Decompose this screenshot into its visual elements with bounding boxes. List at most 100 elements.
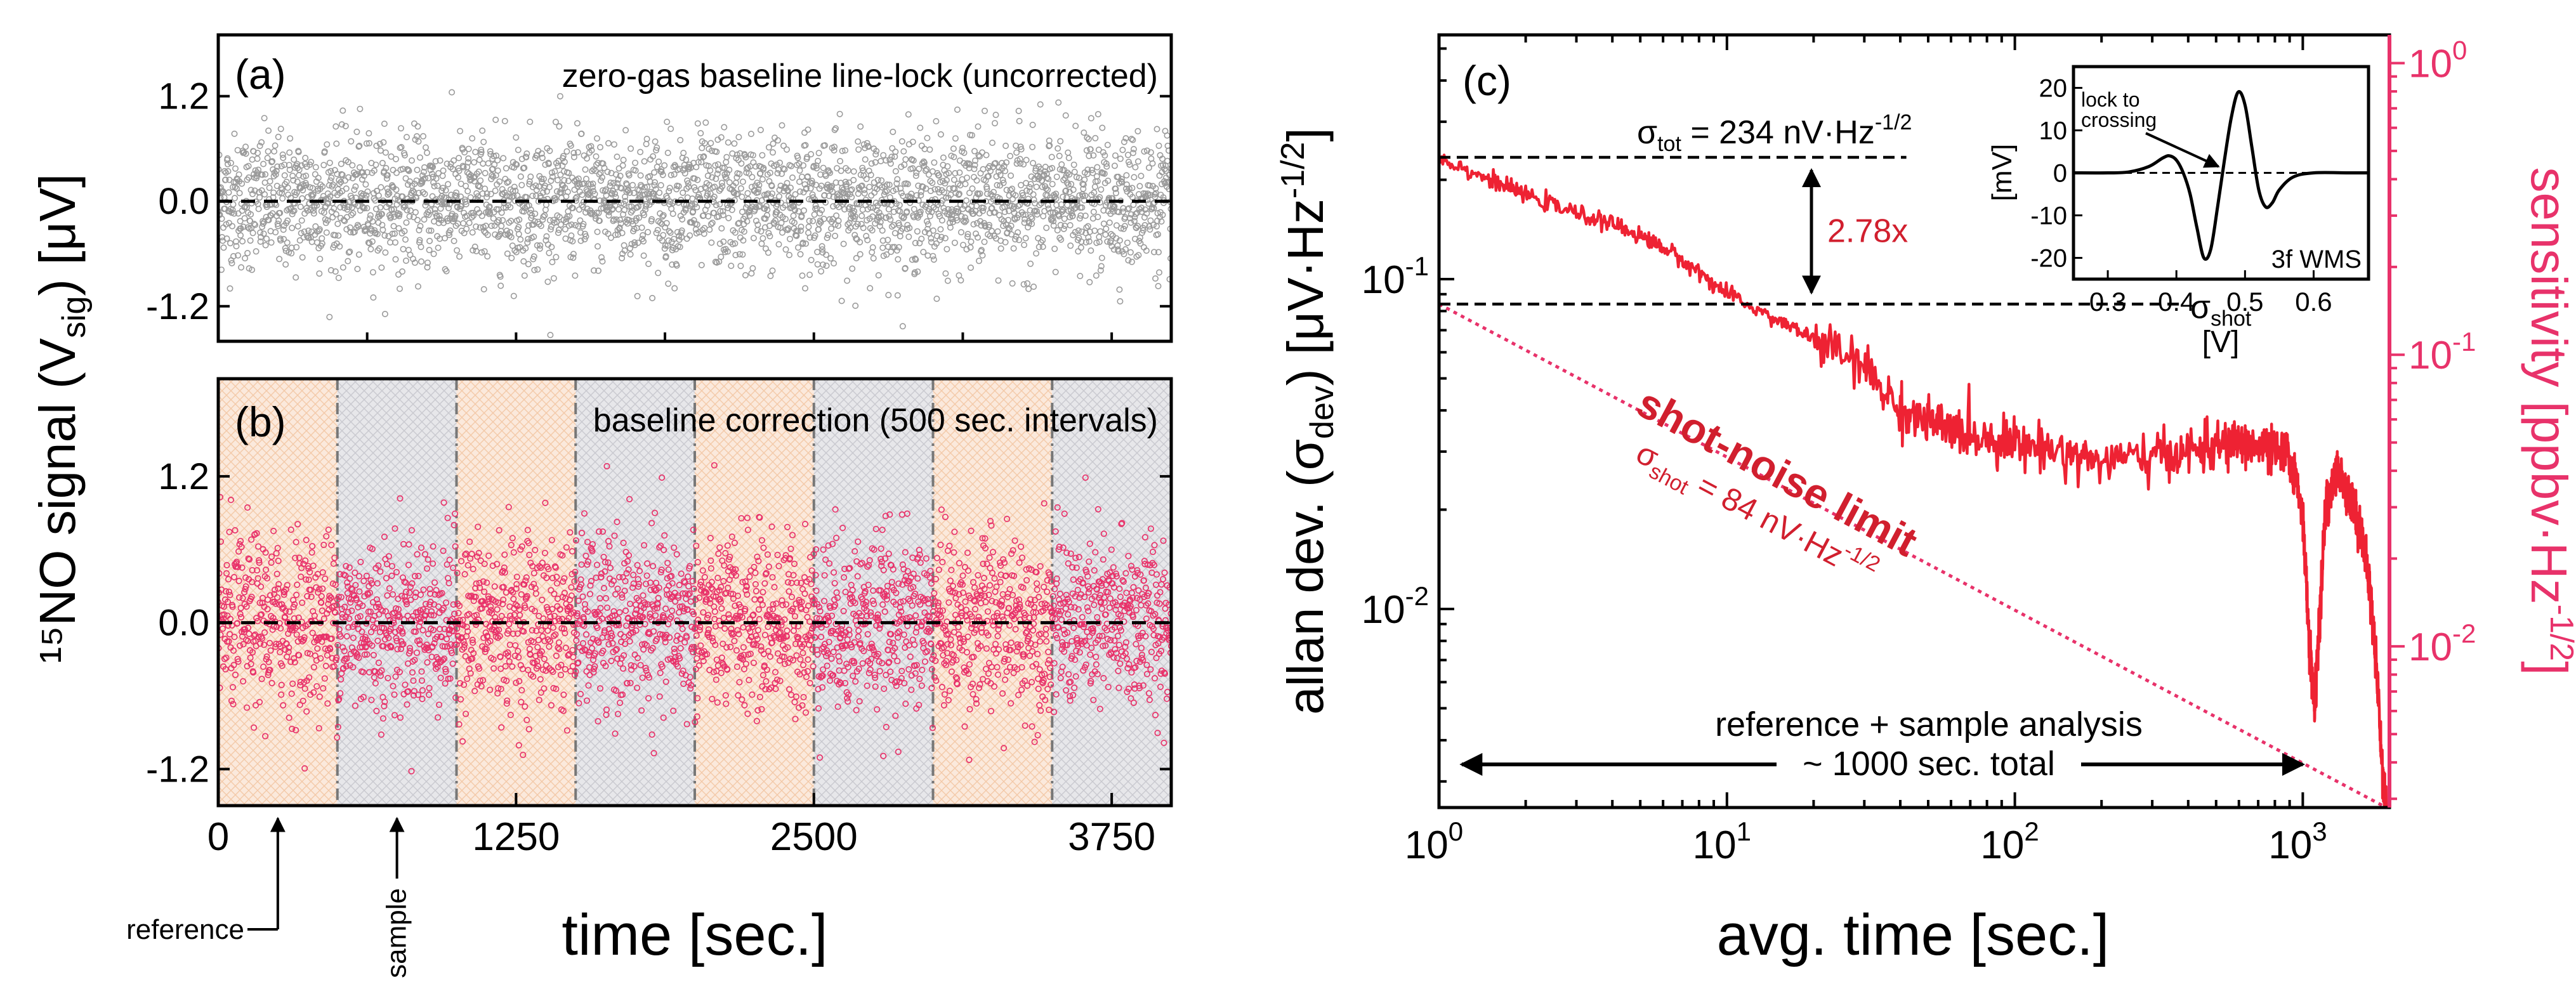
panel-a-point bbox=[968, 264, 975, 271]
panel-a-point bbox=[524, 239, 531, 246]
panel-a-point bbox=[765, 249, 772, 256]
panel-b-point bbox=[391, 629, 399, 636]
panel-b-point bbox=[656, 693, 663, 700]
panel-a-point bbox=[412, 136, 419, 143]
panel-a-point bbox=[704, 202, 711, 209]
panel-b-point bbox=[530, 673, 537, 680]
panel-a-point bbox=[890, 208, 897, 215]
panel-b-point bbox=[348, 607, 355, 614]
panel-a-point bbox=[1119, 208, 1126, 215]
panel-a-point bbox=[949, 218, 956, 225]
panel-b-point bbox=[548, 587, 555, 594]
panel-a-point bbox=[274, 163, 281, 170]
panel-a-point bbox=[877, 219, 884, 226]
panel-a-point bbox=[800, 162, 807, 169]
panel-a-point bbox=[1082, 213, 1089, 219]
panel-a-point bbox=[650, 153, 657, 160]
panel-b-point bbox=[303, 537, 310, 544]
panel-a-point bbox=[341, 177, 348, 184]
panel-b-point bbox=[734, 627, 741, 634]
panel-b-point bbox=[525, 667, 532, 674]
panel-b-point bbox=[687, 685, 694, 692]
panel-b-point bbox=[249, 649, 256, 656]
panel-a-point bbox=[1013, 149, 1020, 156]
panel-b-point bbox=[605, 559, 612, 566]
panel-b-point bbox=[570, 653, 577, 660]
panel-a-point bbox=[561, 159, 568, 166]
panel-b-point bbox=[263, 566, 270, 573]
panel-b-point bbox=[744, 527, 751, 533]
panel-a-point bbox=[894, 292, 901, 299]
panel-b-point bbox=[633, 606, 640, 613]
panel-b-point bbox=[596, 685, 604, 692]
panel-a-point bbox=[938, 233, 945, 240]
panel-b-point bbox=[818, 633, 825, 641]
panel-a-point bbox=[827, 255, 834, 262]
panel-b-point bbox=[474, 553, 481, 560]
panel-a-point bbox=[832, 125, 839, 132]
panel-a-point bbox=[760, 164, 767, 171]
panel-a-point bbox=[1117, 155, 1124, 162]
panel-a-point bbox=[664, 119, 671, 126]
panel-a-point bbox=[326, 159, 333, 166]
panel-a-point bbox=[1062, 112, 1069, 119]
panel-b-point bbox=[513, 573, 520, 580]
panel-b-point bbox=[772, 669, 779, 676]
panel-a-point bbox=[930, 256, 937, 263]
panel-a-point bbox=[528, 214, 535, 221]
panel-b-point bbox=[582, 647, 589, 654]
panel-a-label: (a) bbox=[235, 51, 286, 98]
panel-a-point bbox=[381, 121, 388, 128]
panel-a-point bbox=[348, 138, 355, 145]
panel-b-point bbox=[314, 645, 321, 652]
panel-b-point bbox=[594, 624, 601, 631]
panel-a-point bbox=[910, 206, 917, 213]
panel-a-point bbox=[262, 171, 269, 178]
panel-a-point bbox=[956, 190, 963, 197]
panel-b-point bbox=[518, 591, 525, 598]
panel-a-point bbox=[426, 237, 433, 244]
panel-a-point bbox=[228, 223, 235, 230]
panel-a-point bbox=[253, 248, 260, 255]
panel-a-point bbox=[726, 179, 733, 186]
panel-b-point bbox=[817, 608, 824, 615]
panel-b-point bbox=[739, 696, 746, 703]
panel-a-point bbox=[395, 271, 402, 278]
panel-a-point bbox=[635, 203, 642, 210]
panel-a-point bbox=[327, 193, 334, 200]
panel-a-point bbox=[282, 245, 289, 252]
panel-a-point bbox=[417, 258, 424, 265]
panel-a-point bbox=[244, 224, 251, 231]
panel-a-point bbox=[617, 216, 624, 223]
panel-a-point bbox=[671, 171, 678, 178]
panel-b-point bbox=[537, 689, 544, 696]
panel-b-point bbox=[799, 650, 806, 657]
panel-b-point bbox=[444, 561, 450, 568]
panel-b-point bbox=[771, 584, 778, 591]
panel-b-point bbox=[381, 698, 388, 705]
panel-a-point bbox=[709, 219, 716, 226]
panel-b-point bbox=[720, 640, 726, 647]
panel-b-point bbox=[741, 702, 748, 709]
panel-b-point bbox=[693, 632, 700, 639]
panel-b-point bbox=[522, 604, 529, 612]
panel-a-point bbox=[1063, 194, 1070, 201]
panel-b-point bbox=[218, 599, 222, 606]
panel-b-point bbox=[319, 569, 326, 576]
panel-b-point bbox=[810, 663, 817, 670]
panel-a-point bbox=[1113, 222, 1120, 229]
panel-b-point bbox=[646, 674, 653, 681]
panel-a-point bbox=[949, 211, 956, 218]
panel-a-point bbox=[788, 162, 795, 169]
panel-b-point bbox=[480, 677, 487, 684]
panel-a-point bbox=[316, 270, 323, 277]
panel-a-point bbox=[940, 189, 947, 196]
panel-b-point bbox=[431, 579, 438, 586]
panel-a-point bbox=[842, 147, 849, 154]
panel-a-point bbox=[896, 222, 903, 229]
panel-a-point bbox=[655, 158, 662, 165]
panel-b-point bbox=[640, 613, 647, 620]
panel-a-point bbox=[387, 213, 394, 220]
panel-a-point bbox=[1029, 121, 1036, 128]
panel-a-point bbox=[574, 149, 581, 156]
